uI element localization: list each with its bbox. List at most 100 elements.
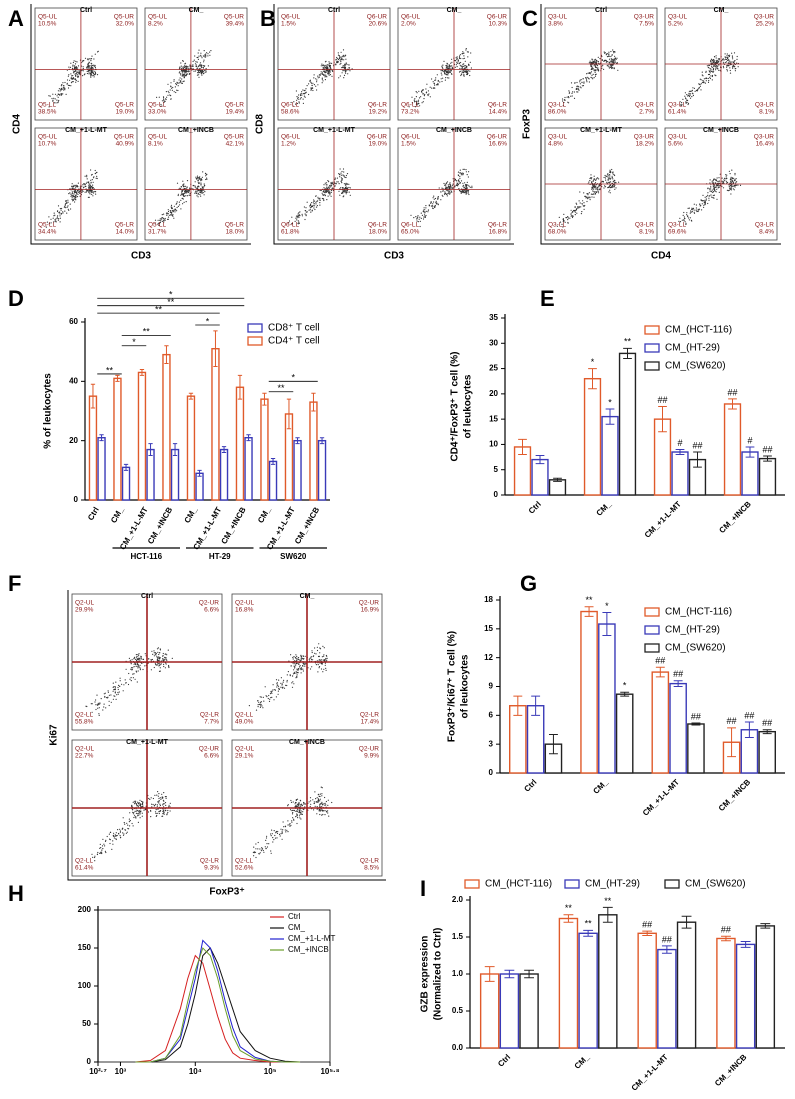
- bar: [221, 450, 228, 500]
- event-dot: [326, 656, 327, 657]
- event-dot: [92, 179, 93, 180]
- event-dot: [463, 185, 464, 186]
- event-dot: [730, 173, 731, 174]
- event-dot: [715, 66, 716, 67]
- event-dot: [713, 188, 714, 189]
- event-dot: [282, 832, 283, 833]
- event-dot: [321, 668, 322, 669]
- event-dot: [307, 85, 308, 86]
- event-dot: [160, 811, 161, 812]
- event-dot: [291, 802, 292, 803]
- event-dot: [165, 802, 166, 803]
- event-dot: [606, 182, 607, 183]
- event-dot: [93, 191, 94, 192]
- event-dot: [459, 58, 460, 59]
- event-dot: [318, 198, 319, 199]
- event-dot: [279, 689, 280, 690]
- event-dot: [174, 79, 175, 80]
- event-dot: [322, 804, 323, 805]
- event-dot: [296, 676, 297, 677]
- event-dot: [135, 817, 136, 818]
- event-dot: [201, 57, 202, 58]
- event-dot: [313, 655, 314, 656]
- event-dot: [331, 76, 332, 77]
- event-dot: [586, 201, 587, 202]
- event-dot: [713, 69, 714, 70]
- event-dot: [162, 656, 163, 657]
- event-dot: [728, 62, 729, 63]
- event-dot: [446, 74, 447, 75]
- event-dot: [109, 695, 110, 696]
- event-dot: [446, 65, 447, 66]
- event-dot: [200, 53, 201, 54]
- event-dot: [277, 831, 278, 832]
- significance-mark: *: [623, 681, 627, 691]
- event-dot: [297, 674, 298, 675]
- event-dot: [430, 96, 431, 97]
- event-dot: [196, 178, 197, 179]
- event-dot: [682, 220, 683, 221]
- event-dot: [114, 837, 115, 838]
- event-dot: [204, 194, 205, 195]
- event-dot: [136, 804, 137, 805]
- event-dot: [303, 656, 304, 657]
- event-dot: [151, 797, 152, 798]
- event-dot: [612, 173, 613, 174]
- event-dot: [728, 60, 729, 61]
- event-dot: [110, 832, 111, 833]
- event-dot: [93, 73, 94, 74]
- event-dot: [115, 834, 116, 835]
- event-dot: [291, 665, 292, 666]
- legend-swatch: [645, 626, 659, 634]
- event-dot: [319, 202, 320, 203]
- event-dot: [690, 213, 691, 214]
- legend-label: CM_(SW620): [685, 879, 746, 890]
- panel-letter: D: [8, 286, 24, 311]
- event-dot: [91, 174, 92, 175]
- event-dot: [716, 62, 717, 63]
- y-tick-label: 100: [78, 981, 92, 990]
- event-dot: [722, 181, 723, 182]
- event-dot: [68, 67, 69, 68]
- event-dot: [162, 214, 163, 215]
- event-dot: [461, 180, 462, 181]
- event-dot: [424, 212, 425, 213]
- event-dot: [282, 687, 283, 688]
- event-dot: [109, 839, 110, 840]
- event-dot: [61, 84, 62, 85]
- event-dot: [310, 207, 311, 208]
- event-dot: [714, 189, 715, 190]
- event-dot: [91, 66, 92, 67]
- event-dot: [725, 62, 726, 63]
- event-dot: [589, 180, 590, 181]
- quadrant-value: 9.3%: [204, 865, 219, 872]
- event-dot: [730, 70, 731, 71]
- event-dot: [131, 667, 132, 668]
- event-dot: [170, 86, 171, 87]
- event-dot: [63, 87, 64, 88]
- bar: [756, 926, 774, 1048]
- event-dot: [288, 671, 289, 672]
- event-dot: [300, 804, 301, 805]
- event-dot: [70, 196, 71, 197]
- x-tick-label: CM_+1-L-MT: [643, 499, 683, 539]
- event-dot: [319, 74, 320, 75]
- event-dot: [140, 657, 141, 658]
- event-dot: [138, 822, 139, 823]
- event-dot: [139, 812, 140, 813]
- event-dot: [82, 60, 83, 61]
- event-dot: [721, 60, 722, 61]
- event-dot: [331, 192, 332, 193]
- event-dot: [314, 74, 315, 75]
- legend-swatch: [645, 326, 659, 334]
- event-dot: [428, 93, 429, 94]
- event-dot: [300, 94, 301, 95]
- y-axis-label: FoxP3: [522, 109, 533, 139]
- event-dot: [709, 74, 710, 75]
- event-dot: [73, 185, 74, 186]
- event-dot: [157, 791, 158, 792]
- event-dot: [614, 186, 615, 187]
- event-dot: [186, 191, 187, 192]
- event-dot: [302, 805, 303, 806]
- event-dot: [345, 177, 346, 178]
